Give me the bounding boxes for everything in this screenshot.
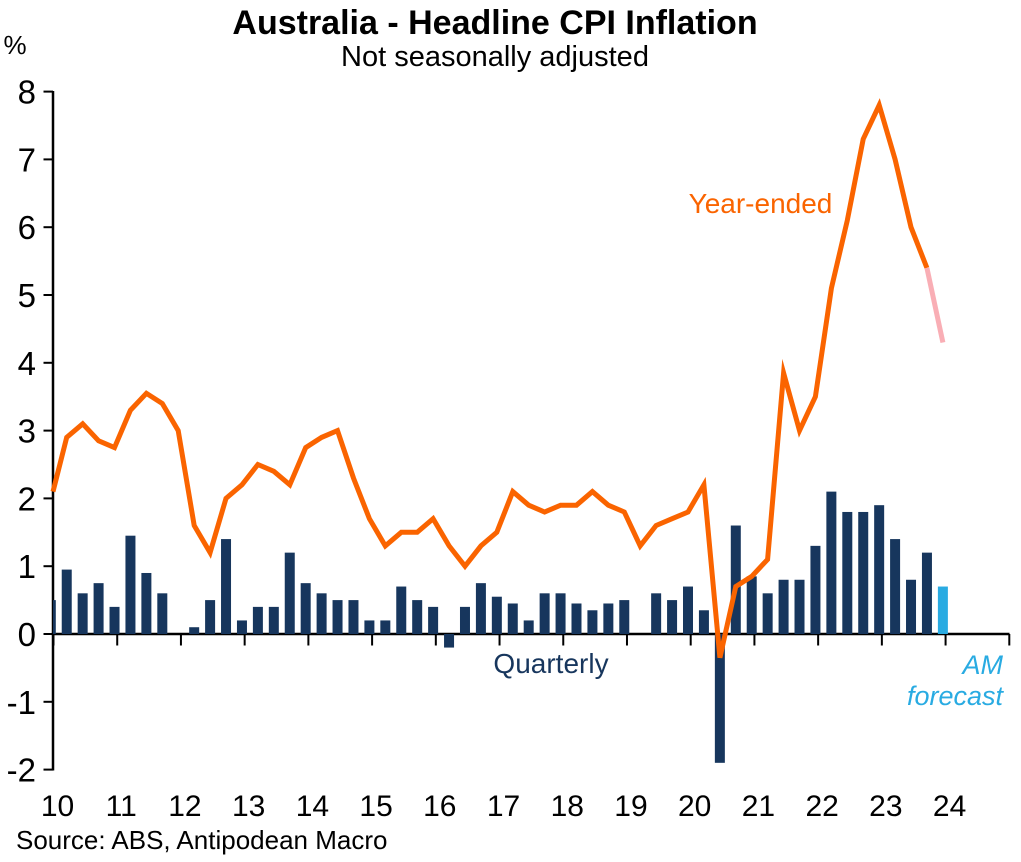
quarterly-bar <box>842 511 853 634</box>
quarterly-bar <box>762 593 773 634</box>
quarterly-bar <box>157 593 168 634</box>
quarterly-label: Quarterly <box>493 648 609 679</box>
am-forecast-label-line2: forecast <box>906 681 1003 711</box>
y-axis-tick-label: 8 <box>18 74 36 111</box>
quarterly-bar <box>555 593 566 634</box>
quarterly-bar <box>125 535 136 634</box>
quarterly-bar <box>205 600 216 634</box>
y-axis-tick-label: 6 <box>18 209 36 246</box>
quarterly-bar <box>778 579 789 634</box>
quarterly-bar <box>348 600 359 634</box>
quarterly-bar <box>810 545 821 634</box>
quarterly-bar <box>93 583 104 634</box>
x-axis-tick-label: 11 <box>106 790 137 823</box>
quarterly-bars <box>53 491 948 763</box>
quarterly-bar <box>698 610 709 634</box>
x-axis-tick-label: 18 <box>551 790 584 823</box>
x-axis-tick-label: 20 <box>678 790 711 823</box>
quarterly-bar <box>77 593 88 634</box>
year-ended-label: Year-ended <box>688 188 833 219</box>
quarterly-bar <box>189 627 200 634</box>
quarterly-bar <box>730 525 741 634</box>
quarterly-bar <box>284 552 295 634</box>
forecast-bar <box>937 586 948 634</box>
x-axis-tick-label: 16 <box>423 790 456 823</box>
x-axis-tick-label: 14 <box>296 790 329 823</box>
x-axis-tick-label: 17 <box>487 790 520 823</box>
y-axis-tick-label: 3 <box>18 413 36 450</box>
quarterly-bar <box>141 572 152 634</box>
quarterly-bar <box>714 634 725 763</box>
quarterly-bar <box>444 634 455 648</box>
quarterly-bar <box>53 600 56 634</box>
quarterly-bar <box>428 606 439 634</box>
x-axis-tick-label: 21 <box>742 790 775 823</box>
y-axis-tick-label: 2 <box>18 480 36 517</box>
quarterly-bar <box>491 596 502 634</box>
quarterly-bar <box>587 610 598 634</box>
quarterly-bar <box>364 620 375 634</box>
x-axis-tick-label: 13 <box>232 790 265 823</box>
year-ended-forecast-line <box>924 267 946 344</box>
quarterly-bar <box>316 593 327 634</box>
quarterly-bar <box>539 593 550 634</box>
quarterly-bar <box>890 539 901 634</box>
quarterly-bar <box>396 586 407 634</box>
quarterly-bar <box>332 600 343 634</box>
quarterly-bar <box>523 620 534 634</box>
quarterly-bar <box>874 505 885 634</box>
quarterly-bar <box>412 600 423 634</box>
x-axis-tick-label: 12 <box>168 790 201 823</box>
x-axis-tick-label: 24 <box>933 790 966 823</box>
x-axis-tick-label: 19 <box>614 790 647 823</box>
quarterly-bar <box>300 583 311 634</box>
chart-subtitle: Not seasonally adjusted <box>341 41 649 73</box>
y-axis-tick-label: 0 <box>18 616 36 653</box>
quarterly-bar <box>651 593 662 634</box>
x-axis-tick-label: 15 <box>359 790 392 823</box>
am-forecast-label-line1: AM <box>962 650 1004 680</box>
quarterly-bar <box>236 620 247 634</box>
y-axis-tick-label: -2 <box>7 752 36 789</box>
source-note: Source: ABS, Antipodean Macro <box>16 825 388 855</box>
quarterly-bar <box>380 620 391 634</box>
quarterly-bar <box>826 491 837 634</box>
quarterly-bar <box>921 552 932 634</box>
year-ended-line <box>50 98 930 659</box>
quarterly-bar <box>667 600 678 634</box>
quarterly-bar <box>746 576 757 634</box>
x-axis-tick-label: 22 <box>805 790 838 823</box>
quarterly-bar <box>683 586 693 634</box>
y-axis-tick-label: -1 <box>7 684 36 721</box>
quarterly-bar <box>109 606 120 634</box>
y-axis-tick-label: 7 <box>18 141 36 178</box>
quarterly-bar <box>268 606 279 634</box>
y-axis-tick-label: 5 <box>18 277 36 314</box>
quarterly-bar <box>475 583 486 634</box>
quarterly-bar <box>571 603 582 634</box>
quarterly-bar <box>794 579 805 634</box>
chart-title: Australia - Headline CPI Inflation <box>232 4 758 42</box>
quarterly-bar <box>221 539 232 634</box>
quarterly-bar <box>603 603 614 634</box>
quarterly-bar <box>858 511 869 634</box>
quarterly-bar <box>507 603 518 634</box>
y-axis-tick-label: 1 <box>18 548 36 585</box>
y-axis-unit-label: % <box>3 30 27 60</box>
x-axis-tick-label: 23 <box>869 790 902 823</box>
quarterly-bar <box>252 606 263 634</box>
quarterly-bar <box>619 600 630 634</box>
quarterly-bar <box>459 606 470 634</box>
x-axis-tick-label: 10 <box>41 790 74 823</box>
quarterly-bar <box>61 569 72 634</box>
quarterly-bar <box>906 579 917 634</box>
y-axis-tick-label: 4 <box>18 345 36 382</box>
am-forecast-label: AM forecast <box>803 650 1003 712</box>
